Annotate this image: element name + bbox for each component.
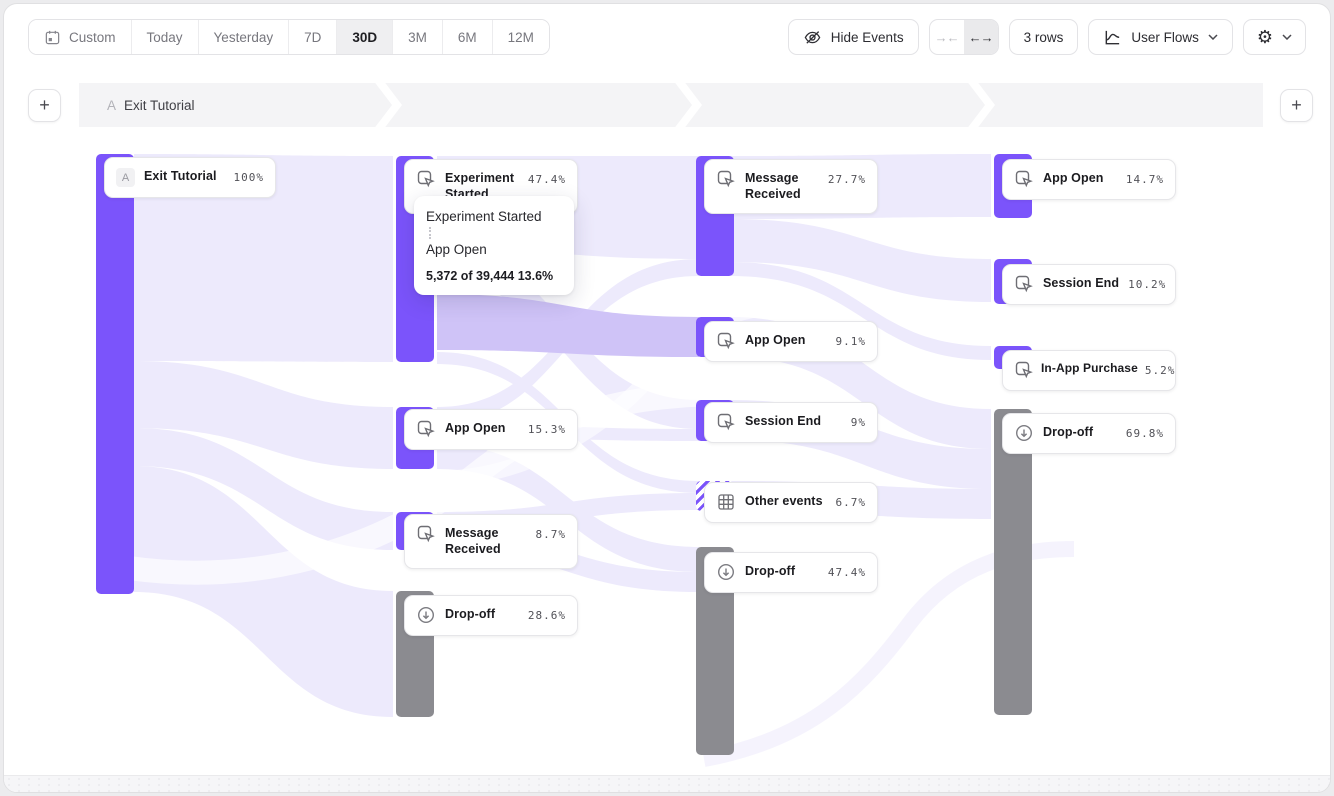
gear-icon: ⚙: [1256, 27, 1273, 47]
date-range-3m[interactable]: 3M: [393, 20, 443, 54]
drop-off-icon: [717, 563, 735, 581]
toolbar-right: Hide Events →← ←→ 3 rows User Flows ⚙: [787, 19, 1306, 55]
calendar-icon: [45, 30, 60, 44]
node-bar-drop-off-4[interactable]: [994, 409, 1032, 715]
add-step-left-button[interactable]: +: [28, 89, 61, 122]
hide-events-label: Hide Events: [830, 29, 904, 45]
step-title: Exit Tutorial: [124, 97, 195, 113]
date-range-today[interactable]: Today: [131, 20, 199, 54]
flow-node-session-end-4[interactable]: Session End 10.2%: [1002, 264, 1176, 305]
event-icon: [417, 420, 435, 438]
hide-events-button[interactable]: Hide Events: [787, 19, 919, 55]
event-icon: [717, 413, 735, 431]
tooltip-connector: [429, 227, 431, 239]
flow-node-drop-off-3[interactable]: Drop-off 47.4%: [704, 552, 878, 593]
step-separator-chevron: [675, 83, 702, 127]
rows-label: 3 rows: [1023, 29, 1064, 45]
drop-off-icon: [417, 606, 435, 624]
expand-columns-button[interactable]: ←→: [963, 20, 998, 54]
flow-node-message-received-3[interactable]: Message Received 27.7%: [704, 159, 878, 214]
event-icon: [417, 170, 435, 188]
drop-off-icon: [1015, 424, 1033, 442]
date-range-6m[interactable]: 6M: [442, 20, 493, 54]
flow-node-app-open-4[interactable]: App Open 14.7%: [1002, 159, 1176, 200]
event-icon: [1015, 361, 1033, 379]
date-range-7d[interactable]: 7D: [289, 20, 338, 54]
view-type-label: User Flows: [1131, 29, 1199, 45]
footer-scroll-strip[interactable]: [4, 775, 1330, 792]
step-separator-chevron: [375, 83, 402, 127]
chevron-down-icon: [1282, 34, 1292, 40]
step-a-badge: A: [116, 168, 135, 187]
node-bar-exit-tutorial[interactable]: [96, 154, 134, 594]
chevron-down-icon: [1208, 34, 1218, 40]
flow-node-exit-tutorial[interactable]: A Exit Tutorial 100%: [104, 157, 276, 198]
flow-node-session-end-3[interactable]: Session End 9%: [704, 402, 878, 443]
tooltip-source-event: Experiment Started: [426, 209, 542, 224]
date-range-30d[interactable]: 30D: [337, 20, 394, 54]
date-range-yesterday[interactable]: Yesterday: [198, 20, 290, 54]
step-letter: A: [107, 97, 117, 113]
event-icon: [1015, 170, 1033, 188]
settings-dropdown[interactable]: ⚙: [1242, 19, 1306, 55]
flow-node-drop-off-4[interactable]: Drop-off 69.8%: [1002, 413, 1176, 454]
grid-icon: [718, 494, 734, 510]
flow-chart-icon: [1105, 30, 1120, 44]
step-separator-chevron: [968, 83, 995, 127]
plus-icon: +: [39, 95, 50, 115]
link-tooltip: Experiment Started App Open 5,372 of 39,…: [414, 196, 574, 295]
tooltip-stat: 5,372 of 39,444 13.6%: [426, 269, 554, 283]
date-range-control: Custom Today Yesterday 7D 30D 3M 6M 12M: [28, 19, 550, 55]
user-flows-app: Custom Today Yesterday 7D 30D 3M 6M 12M …: [3, 3, 1331, 793]
event-icon: [717, 170, 735, 188]
flow-node-message-received-2[interactable]: Message Received 8.7%: [404, 514, 578, 569]
steps-bar[interactable]: A Exit Tutorial: [79, 83, 1263, 127]
add-step-right-button[interactable]: +: [1280, 89, 1313, 122]
date-range-12m[interactable]: 12M: [492, 20, 549, 54]
collapse-columns-button[interactable]: →←: [934, 29, 960, 45]
plus-icon: +: [1291, 95, 1302, 115]
date-range-custom[interactable]: Custom: [29, 20, 132, 54]
toolbar: Custom Today Yesterday 7D 30D 3M 6M 12M …: [4, 4, 1330, 70]
spacing-toggle: →← ←→: [928, 19, 999, 55]
event-icon: [1015, 275, 1033, 293]
step-a-label: A Exit Tutorial: [107, 83, 195, 127]
event-icon: [417, 525, 435, 543]
rows-button[interactable]: 3 rows: [1008, 19, 1079, 55]
eye-off-icon: [804, 30, 821, 44]
flow-node-in-app-purchase-4[interactable]: In-App Purchase 5.2%: [1002, 350, 1176, 391]
flow-node-app-open-3[interactable]: App Open 9.1%: [704, 321, 878, 362]
flow-node-app-open-2[interactable]: App Open 15.3%: [404, 409, 578, 450]
flow-node-drop-off-2[interactable]: Drop-off 28.6%: [404, 595, 578, 636]
tooltip-target-event: App Open: [426, 242, 487, 257]
date-range-label: Custom: [69, 29, 116, 45]
event-icon: [717, 332, 735, 350]
flow-node-other-events-3[interactable]: Other events 6.7%: [704, 482, 878, 523]
view-type-dropdown[interactable]: User Flows: [1088, 19, 1233, 55]
